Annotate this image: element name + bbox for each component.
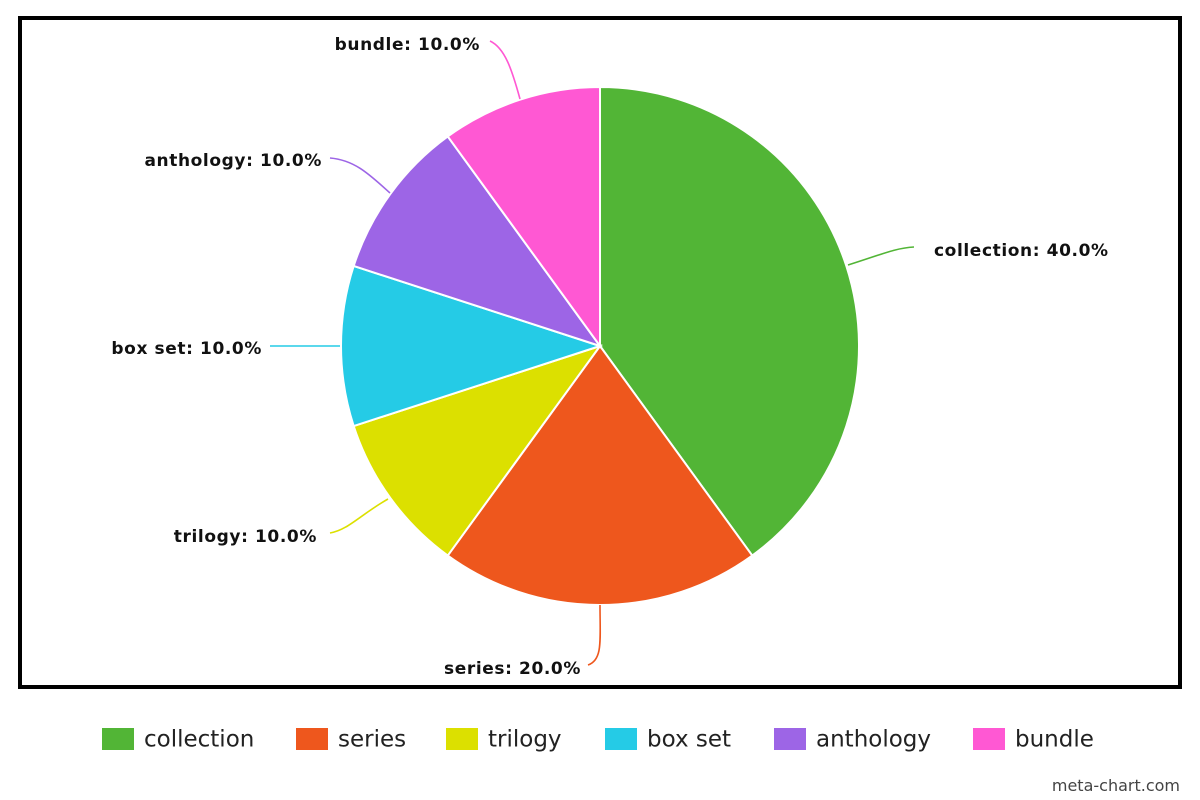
legend-label-bundle: bundle xyxy=(1015,727,1094,753)
slice-label-trilogy: trilogy: 10.0% xyxy=(174,527,317,547)
legend-swatch-collection xyxy=(102,728,134,750)
leader-line-trilogy xyxy=(329,498,389,534)
legend: collection series trilogy box set anthology b… xyxy=(102,727,1094,753)
pie-slice-anthology xyxy=(352,135,603,348)
pie-slice-collection xyxy=(599,85,860,557)
pie-slice-box-set xyxy=(340,264,604,428)
leader-line-series xyxy=(587,604,602,666)
leader-line-bundle xyxy=(489,40,521,100)
legend-label-series: series xyxy=(338,727,406,753)
legend-label-trilogy: trilogy xyxy=(488,727,562,753)
slice-label-series: series: 20.0% xyxy=(444,659,581,679)
legend-label-collection: collection xyxy=(144,727,254,753)
legend-swatch-trilogy xyxy=(446,728,478,750)
legend-swatch-bundle xyxy=(973,728,1005,750)
leader-line-anthology xyxy=(329,157,391,194)
slice-labels: collection: 40.0% series: 20.0% trilogy: 1… xyxy=(111,35,1108,679)
legend-label-box-set: box set xyxy=(647,727,731,753)
legend-label-anthology: anthology xyxy=(816,727,931,753)
leader-line-collection xyxy=(847,246,915,266)
legend-swatch-box-set xyxy=(605,728,637,750)
slice-label-bundle: bundle: 10.0% xyxy=(335,35,480,55)
pie-slice-series xyxy=(446,344,754,606)
pie-slice-trilogy xyxy=(352,344,603,557)
pie-slices xyxy=(340,85,860,606)
pie-slice-bundle xyxy=(446,85,601,350)
slice-label-collection: collection: 40.0% xyxy=(934,241,1109,261)
watermark: meta-chart.com xyxy=(1052,776,1180,795)
slice-label-anthology: anthology: 10.0% xyxy=(144,151,322,171)
legend-swatch-anthology xyxy=(774,728,806,750)
label-leader-lines xyxy=(270,40,915,666)
slice-label-box-set: box set: 10.0% xyxy=(111,339,262,359)
legend-swatch-series xyxy=(296,728,328,750)
